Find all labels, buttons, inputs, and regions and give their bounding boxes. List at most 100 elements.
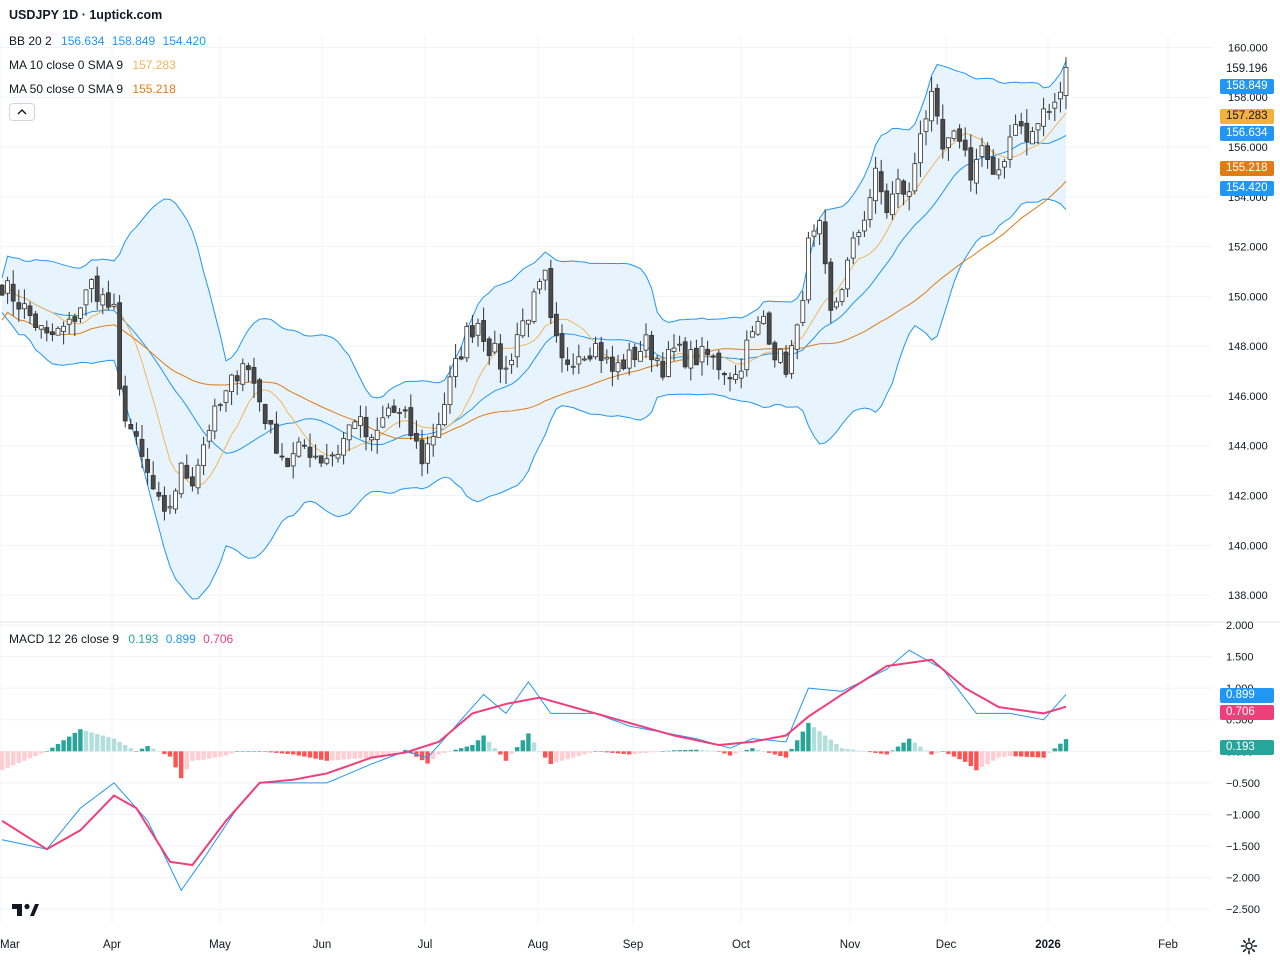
macd-histogram-bar	[666, 750, 671, 752]
time-axis-label: Nov	[840, 939, 861, 951]
time-axis-label: Feb	[1158, 939, 1178, 951]
macd-histogram-bar	[873, 751, 878, 753]
macd-histogram-bar	[173, 751, 178, 768]
macd-histogram-bar	[677, 750, 682, 752]
macd-histogram-bar	[823, 735, 828, 752]
macd-histogram-bar	[302, 751, 307, 757]
candle-body	[722, 372, 727, 376]
ma50-legend[interactable]: MA 50 close 0 SMA 9 155.218	[9, 82, 182, 96]
macd-histogram-bar	[78, 729, 83, 752]
candle-body	[738, 370, 744, 379]
macd-tag: 0.899	[1220, 688, 1274, 703]
time-axis-label: Oct	[732, 939, 751, 951]
candle-body	[537, 281, 542, 290]
macd-histogram-bar	[83, 730, 89, 752]
macd-histogram-bar	[856, 750, 861, 752]
macd-histogram-bar	[442, 751, 447, 753]
candle-body	[1058, 91, 1063, 100]
macd-histogram-bar	[313, 751, 318, 759]
candle-body	[951, 130, 957, 139]
macd-histogram-bar	[649, 751, 654, 753]
candle-body	[413, 432, 419, 442]
macd-histogram-bar	[879, 751, 884, 754]
tradingview-logo-icon[interactable]	[10, 900, 40, 920]
macd-histogram-bar	[800, 731, 805, 752]
macd-histogram-bar	[526, 733, 531, 752]
bb-mid-tag: 156.634	[1220, 126, 1274, 141]
bb-lower-value: 154.420	[162, 34, 206, 48]
candle-body	[643, 334, 649, 351]
macd-histogram-bar	[520, 740, 525, 752]
macd-histogram-bar	[1063, 739, 1069, 752]
bb-legend[interactable]: BB 20 2 156.634 158.849 154.420	[9, 34, 212, 48]
macd-tick-label: 2.000	[1226, 620, 1254, 632]
candle-body	[329, 454, 335, 457]
macd-histogram-bar	[610, 751, 615, 753]
candle-body	[341, 437, 347, 456]
collapse-legend-button[interactable]	[9, 103, 35, 121]
candle-body	[996, 169, 1002, 176]
candle-body	[469, 325, 475, 338]
gear-icon[interactable]	[1240, 937, 1258, 955]
bb-fill	[2, 61, 1066, 599]
macd-histogram-bar	[134, 751, 139, 752]
macd-histogram-bar	[89, 732, 94, 752]
candle-body	[173, 490, 179, 510]
macd-legend[interactable]: MACD 12 26 close 9 0.193 0.899 0.706	[9, 632, 239, 646]
macd-histogram-bar	[1047, 751, 1052, 753]
chart-title: USDJPY 1D · 1uptick.com	[9, 8, 163, 22]
macd-histogram-bar	[190, 751, 195, 761]
macd-histogram-bar	[722, 751, 727, 754]
ma10-legend[interactable]: MA 10 close 0 SMA 9 157.283	[9, 58, 182, 72]
macd-histogram-bar	[33, 751, 38, 757]
candle-body	[677, 343, 682, 346]
macd-tick-label: −2.500	[1226, 904, 1260, 916]
macd-histogram-bar	[543, 751, 548, 758]
macd-histogram-bar	[16, 751, 21, 764]
macd-histogram-bar	[957, 751, 962, 760]
macd-histogram-bar	[291, 751, 296, 755]
candle-body	[789, 345, 794, 374]
macd-histogram-bar	[341, 751, 346, 760]
candle-body	[408, 407, 414, 437]
macd-histogram-bar	[162, 751, 167, 754]
candle-body	[61, 325, 66, 332]
macd-histogram-bar	[638, 751, 643, 754]
macd-histogram-bar	[929, 751, 934, 755]
candle-body	[755, 321, 761, 335]
price-tick-label: 142.000	[1228, 491, 1268, 503]
candle-body	[974, 159, 979, 184]
candle-body	[1002, 161, 1007, 168]
macd-signal-value: 0.706	[203, 632, 234, 646]
macd-histogram-bar	[436, 751, 441, 755]
bb-upper-tag: 158.849	[1220, 79, 1274, 94]
candle-body	[878, 171, 884, 193]
time-axis-label: Jul	[418, 939, 433, 951]
macd-histogram-bar	[515, 747, 520, 752]
macd-histogram-bar	[240, 751, 245, 752]
time-axis-label: May	[209, 939, 231, 951]
macd-histogram-bar	[386, 751, 391, 754]
candle-body	[229, 374, 235, 392]
candle-body	[464, 326, 470, 359]
candle-body	[593, 343, 598, 358]
candle-body	[16, 302, 22, 310]
time-axis-label: 2026	[1035, 939, 1061, 951]
candle-body	[133, 431, 139, 437]
macd-histogram-bar	[347, 751, 352, 760]
macd-histogram-bar	[772, 751, 777, 755]
macd-histogram-bar	[509, 751, 514, 754]
macd-histogram-bar	[1019, 751, 1024, 757]
candle-body	[335, 454, 341, 459]
macd-tick-label: 1.500	[1226, 652, 1254, 664]
macd-histogram-bar	[571, 751, 576, 758]
candle-body	[453, 358, 459, 377]
macd-histogram-bar	[324, 751, 329, 761]
candle-body	[727, 377, 733, 380]
macd-histogram-bar	[274, 751, 279, 753]
macd-histogram-bar	[55, 743, 61, 752]
candle-body	[5, 280, 10, 294]
candle-body	[195, 464, 201, 489]
macd-histogram-bar	[201, 751, 206, 760]
